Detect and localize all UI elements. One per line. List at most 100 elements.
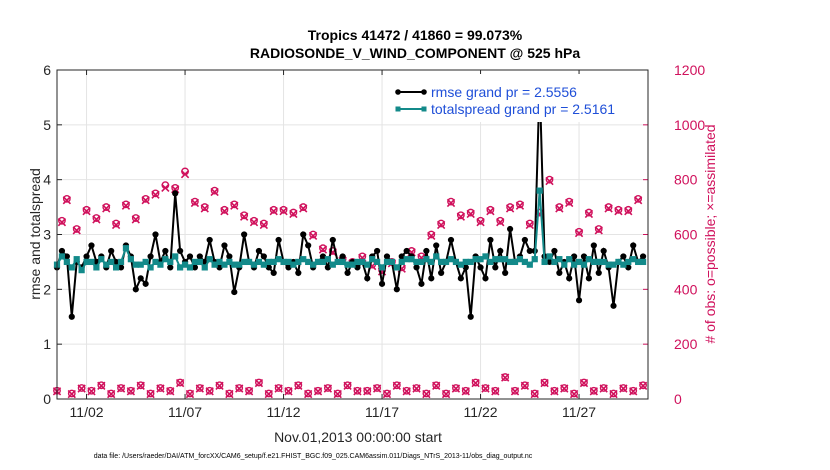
obs-assimilated-point [259,220,269,230]
obs-possible-point [319,244,327,253]
obs-assimilated-point [441,389,451,399]
totalspread-point [511,258,519,266]
rmse-point [132,286,139,293]
obs-assimilated-point [220,207,229,216]
obs-possible-point [117,384,125,392]
obs-assimilated-point [141,196,150,205]
obs-assimilated-point [638,381,648,391]
obs-assimilated-point [451,384,461,393]
obs-assimilated-point [230,201,239,210]
obs-possible-point [82,205,91,214]
obs-possible-point [259,219,268,228]
rmse-point [393,286,400,293]
totalspread-point [117,258,125,266]
obs-possible-point [447,197,455,206]
totalspread-point [541,258,548,266]
legend-marker-rmse [421,89,427,95]
rmse-point [403,247,410,255]
rmse-point [447,236,455,244]
obs-possible-point [353,386,362,395]
totalspread-point [447,256,455,263]
rmse-point [492,264,499,271]
totalspread-point [167,258,174,266]
totalspread-point [108,258,115,266]
obs-assimilated-point [491,387,500,396]
obs-assimilated-point [62,196,72,205]
totalspread-point [270,258,277,266]
rmse-point [300,231,307,238]
obs-assimilated-point [67,389,76,399]
obs-possible-point [363,386,372,395]
obs-assimilated-point [156,384,165,393]
obs-possible-point [77,384,86,392]
obs-possible-point [299,203,308,211]
y-tick-label-left: 6 [43,62,51,78]
obs-possible-point [609,389,618,398]
x-axis: 11/02 11/07 11/12 11/17 11/22 11/27 [70,70,596,420]
obs-possible-point [511,386,519,395]
totalspread-point [605,261,612,268]
totalspread-point [423,256,430,263]
obs-assimilated-point [107,389,116,399]
totalspread-point [383,258,391,266]
obs-assimilated-point [92,215,101,224]
legend-entry-rmse: rmse grand pr = 2.5556 [431,84,577,100]
legend-entry-totalspread: totalspread grand pr = 2.5161 [431,101,615,117]
obs-assimilated-point [569,389,579,399]
rmse-point [147,253,154,260]
obs-possible-point [240,211,249,220]
totalspread-point [78,267,85,274]
obs-assimilated-point [304,389,313,399]
obs-possible-point [575,227,583,236]
obs-possible-point [392,381,401,390]
rmse-point [305,242,312,249]
obs-possible-point [131,214,140,222]
obs-possible-point [604,203,613,211]
obs-assimilated-point [72,226,81,235]
x-tick-label: 11/22 [464,404,498,420]
obs-possible-point [570,389,579,398]
obs-assimilated-point [57,217,67,227]
totalspread-point [275,256,282,263]
obs-assimilated-point [436,220,446,230]
totalspread-point [418,258,425,266]
y-tick-label-right: 400 [674,281,698,297]
totalspread-point [625,258,632,266]
totalspread-point [211,261,218,268]
obs-assimilated-point [131,215,140,224]
rmse-point [580,253,588,260]
totalspread-point [521,258,528,266]
rmse-point [383,253,391,260]
obs-assimilated-point [284,387,293,396]
obs-assimilated-point [87,387,96,396]
totalspread-point [502,256,509,263]
totalspread-point [487,258,494,266]
obs-assimilated-point [555,204,564,213]
totalspread-point [349,261,356,268]
obs-assimilated-point [629,387,638,396]
obs-possible-point [594,225,603,233]
obs-assimilated-point [545,176,554,186]
y-tick-label-left: 0 [43,391,51,407]
totalspread-point [245,258,253,266]
totalspread-point [113,264,120,271]
rmse-point [162,247,169,255]
x-tick-label: 11/07 [168,404,202,420]
x-tick-label: 11/02 [70,404,104,420]
rmse-point [418,280,425,287]
obs-possible-point [580,378,588,387]
obs-possible-point [97,381,106,390]
rmse-point [600,247,607,255]
obs-assimilated-point [481,384,490,393]
obs-assimilated-point [269,207,278,216]
rmse-point [137,275,144,282]
obs-assimilated-point [343,381,352,391]
totalspread-point [477,256,484,263]
totalspread-point [68,264,75,271]
totalspread-point [319,258,327,266]
obs-assimilated-point [471,378,480,388]
obs-possible-point [264,389,273,398]
y-tick-label-left: 3 [43,227,51,243]
rmse-point [329,236,336,244]
rmse-point [428,275,435,282]
